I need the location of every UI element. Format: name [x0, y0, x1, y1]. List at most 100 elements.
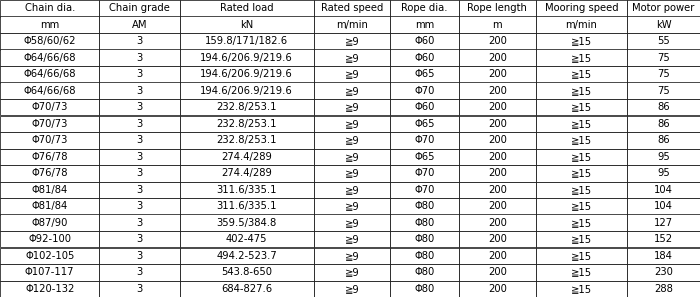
Text: 104: 104	[654, 185, 673, 195]
Bar	[627, 0, 700, 17]
Text: 3: 3	[136, 135, 143, 145]
Text: Φ76/78: Φ76/78	[32, 152, 68, 162]
Text: ≧9: ≧9	[344, 119, 359, 129]
Text: 200: 200	[488, 36, 507, 46]
Bar	[536, 33, 627, 50]
Bar	[390, 181, 459, 198]
Text: Φ87/90: Φ87/90	[32, 218, 68, 228]
Bar	[0, 83, 99, 99]
Text: 200: 200	[488, 267, 507, 277]
Text: ≧9: ≧9	[344, 168, 359, 178]
Bar	[0, 198, 99, 214]
Text: 200: 200	[488, 53, 507, 63]
Bar	[536, 116, 627, 132]
Bar	[314, 83, 390, 99]
Text: ≧15: ≧15	[571, 135, 592, 145]
Bar	[459, 214, 536, 231]
Text: Φ80: Φ80	[414, 284, 435, 294]
Bar	[99, 264, 180, 280]
Text: Φ80: Φ80	[414, 267, 435, 277]
Text: ≧15: ≧15	[571, 267, 592, 277]
Bar	[627, 231, 700, 247]
Bar	[0, 214, 99, 231]
Bar	[180, 33, 314, 50]
Bar	[390, 264, 459, 280]
Text: 75: 75	[657, 86, 670, 96]
Text: 359.5/384.8: 359.5/384.8	[216, 218, 276, 228]
Text: Φ81/84: Φ81/84	[32, 185, 68, 195]
Bar	[390, 214, 459, 231]
Text: Rated load: Rated load	[220, 3, 274, 13]
Bar	[536, 132, 627, 148]
Text: Φ70/73: Φ70/73	[32, 102, 68, 112]
Text: ≧9: ≧9	[344, 102, 359, 112]
Bar	[99, 231, 180, 247]
Text: Φ60: Φ60	[414, 53, 435, 63]
Text: Rope length: Rope length	[468, 3, 527, 13]
Bar	[627, 132, 700, 148]
Text: 3: 3	[136, 152, 143, 162]
Text: 274.4/289: 274.4/289	[221, 152, 272, 162]
Bar	[627, 198, 700, 214]
Bar	[180, 17, 314, 33]
Text: 200: 200	[488, 135, 507, 145]
Bar	[314, 165, 390, 181]
Bar	[459, 50, 536, 66]
Text: 75: 75	[657, 69, 670, 79]
Text: Φ92-100: Φ92-100	[28, 234, 71, 244]
Bar	[627, 247, 700, 264]
Bar	[390, 50, 459, 66]
Bar	[536, 231, 627, 247]
Text: Φ80: Φ80	[414, 201, 435, 211]
Bar	[459, 132, 536, 148]
Bar	[627, 280, 700, 297]
Text: 3: 3	[136, 86, 143, 96]
Text: 86: 86	[657, 102, 670, 112]
Text: 200: 200	[488, 251, 507, 261]
Bar	[459, 198, 536, 214]
Text: m/min: m/min	[566, 20, 597, 30]
Bar	[180, 264, 314, 280]
Text: Φ70: Φ70	[414, 168, 435, 178]
Bar	[314, 247, 390, 264]
Text: 402-475: 402-475	[226, 234, 267, 244]
Bar	[0, 116, 99, 132]
Bar	[99, 280, 180, 297]
Bar	[390, 247, 459, 264]
Bar	[390, 66, 459, 83]
Bar	[0, 264, 99, 280]
Bar	[0, 280, 99, 297]
Bar	[180, 50, 314, 66]
Bar	[314, 66, 390, 83]
Bar	[180, 231, 314, 247]
Text: Φ102-105: Φ102-105	[25, 251, 74, 261]
Text: 200: 200	[488, 218, 507, 228]
Bar	[99, 50, 180, 66]
Bar	[536, 280, 627, 297]
Text: 194.6/206.9/219.6: 194.6/206.9/219.6	[200, 53, 293, 63]
Text: 55: 55	[657, 36, 670, 46]
Bar	[536, 264, 627, 280]
Text: ≧15: ≧15	[571, 201, 592, 211]
Text: Φ65: Φ65	[414, 119, 435, 129]
Text: Φ64/66/68: Φ64/66/68	[24, 53, 76, 63]
Bar	[390, 0, 459, 17]
Bar	[99, 99, 180, 116]
Text: ≧15: ≧15	[571, 36, 592, 46]
Text: 3: 3	[136, 267, 143, 277]
Bar	[390, 99, 459, 116]
Bar	[459, 0, 536, 17]
Bar	[459, 83, 536, 99]
Text: 311.6/335.1: 311.6/335.1	[216, 185, 277, 195]
Bar	[99, 66, 180, 83]
Bar	[627, 181, 700, 198]
Bar	[314, 198, 390, 214]
Bar	[180, 116, 314, 132]
Text: 200: 200	[488, 201, 507, 211]
Bar	[459, 99, 536, 116]
Text: Φ58/60/62: Φ58/60/62	[24, 36, 76, 46]
Bar	[314, 148, 390, 165]
Bar	[180, 132, 314, 148]
Text: 3: 3	[136, 36, 143, 46]
Text: 200: 200	[488, 119, 507, 129]
